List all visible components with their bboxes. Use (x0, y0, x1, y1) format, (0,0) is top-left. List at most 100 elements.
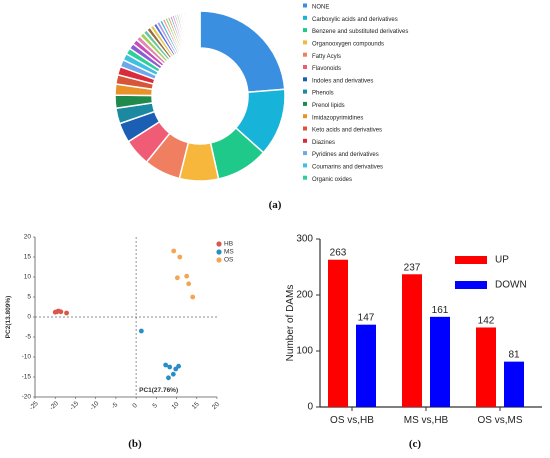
pie-slice (198, 10, 201, 49)
legend-swatch (303, 40, 307, 45)
x-tick-label: MS vs,HB (404, 415, 449, 426)
x-tick-label: OS vs,HB (330, 415, 374, 426)
legend-swatch (303, 28, 307, 33)
x-tick-label: -5 (110, 401, 119, 410)
scatter-point (174, 275, 180, 281)
x-tick-label: -20 (48, 400, 60, 412)
legend-label: Benzene and substituted derivatives (312, 29, 408, 35)
x-tick-label: OS vs,MS (477, 415, 522, 426)
panel-a-pie-chart: NONE Carboxylic acids and derivatives Benz… (0, 0, 550, 215)
scatter-point (163, 362, 169, 368)
legend-label: Fatty Acyls (312, 54, 341, 60)
legend-swatch (455, 281, 487, 289)
x-tick-label: 0 (131, 402, 139, 410)
pie-slice (199, 10, 286, 94)
scatter-point (170, 371, 176, 377)
legend-label: MS (224, 249, 234, 256)
y-tick-label: 15 (24, 254, 32, 261)
legend-label: Organooxygen compounds (312, 41, 384, 47)
x-tick-label: 15 (191, 401, 201, 411)
panel-label-b: (b) (128, 438, 142, 450)
bar (504, 361, 524, 407)
bar-value-label: 237 (404, 262, 421, 273)
legend-label: Coumarins and derivatives (312, 164, 383, 170)
scatter-point (54, 309, 60, 315)
legend-label: DOWN (495, 280, 527, 291)
y-tick-label: 100 (296, 346, 313, 357)
legend-swatch (455, 256, 487, 264)
bar (328, 259, 348, 407)
legend-label: HB (224, 241, 233, 248)
legend-swatch (303, 151, 307, 156)
legend-marker (216, 249, 222, 255)
y-axis-label: Number of DAMs (285, 285, 296, 362)
legend-label: Diazines (312, 140, 335, 146)
legend-label: UP (495, 255, 509, 266)
x-tick-label: -10 (89, 400, 101, 412)
x-tick-label: 20 (211, 401, 221, 411)
scatter-point (58, 309, 64, 315)
y-tick-label: 20 (24, 234, 32, 241)
legend-label: Flavonoids (312, 66, 341, 72)
legend-swatch (303, 15, 307, 20)
scatter-point (167, 364, 173, 370)
bar (476, 327, 496, 407)
y-tick-label: 0 (307, 402, 313, 413)
legend-swatch (303, 77, 307, 82)
legend-label: Imidazopyrimidines (312, 115, 363, 121)
y-tick-label: -5 (25, 334, 31, 341)
legend-swatch (303, 163, 307, 168)
x-tick-label: -25 (28, 400, 40, 412)
x-axis-label: PC1(27.76%) (139, 387, 178, 394)
scatter-point (184, 273, 190, 279)
y-tick-label: -20 (22, 394, 32, 401)
y-tick-label: 10 (24, 274, 32, 281)
x-tick-label: 10 (170, 401, 180, 411)
legend-label: Pyridines and derivatives (312, 152, 379, 158)
scatter-point (166, 375, 171, 381)
panel-c-bar-chart: 0 100 200 300 Number of DAMs 263 147 OS vs,HB 23… (280, 222, 550, 458)
pie-chart-svg: NONE Carboxylic acids and derivatives Benz… (114, 3, 408, 211)
legend-swatch (303, 52, 307, 57)
legend-swatch (303, 3, 307, 8)
scatter-point (190, 294, 196, 300)
scatter-point (171, 248, 177, 254)
legend-marker (216, 257, 222, 263)
x-tick-label: 5 (152, 402, 160, 410)
scatter-point (138, 328, 144, 334)
x-tick-label: -15 (69, 400, 81, 412)
bar-value-label: 142 (478, 315, 495, 326)
legend-swatch (303, 89, 307, 94)
legend-label: Prenol lipids (312, 103, 345, 109)
panel-label-a: (a) (269, 199, 282, 211)
y-tick-label: 300 (296, 234, 313, 245)
legend-swatch (303, 126, 307, 131)
bar (402, 274, 422, 407)
legend-swatch (303, 65, 307, 69)
bar (430, 316, 450, 407)
legend-marker (216, 241, 222, 247)
legend-label: Keto acids and derivatives (312, 128, 382, 134)
bar (356, 324, 376, 407)
legend-label: NONE (312, 5, 329, 11)
scatter-point (177, 254, 183, 260)
y-tick-label: -10 (22, 354, 32, 361)
legend-label: OS (224, 257, 234, 264)
panel-b-pca-scatter: -20 -15 -10 -5 0 5 10 15 20 -25 -20 -15 -10 -5 0 5 10 15 2… (0, 222, 270, 458)
bar-value-label: 161 (432, 305, 449, 316)
y-tick-label: 0 (27, 314, 31, 321)
scatter-point (186, 281, 192, 287)
bar-value-label: 147 (358, 313, 375, 324)
y-tick-label: -15 (22, 374, 32, 381)
legend-label: Organic oxides (312, 177, 352, 183)
legend-label: Indoles and derivatives (312, 78, 373, 84)
y-tick-label: 5 (27, 294, 31, 301)
legend-swatch (303, 114, 307, 119)
bar-value-label: 263 (330, 248, 347, 259)
legend-label: Carboxylic acids and derivatives (312, 17, 398, 23)
scatter-point (176, 363, 181, 369)
panel-label-c: (c) (409, 438, 422, 450)
legend-label: Phenols (312, 91, 334, 97)
legend-swatch (303, 101, 307, 106)
